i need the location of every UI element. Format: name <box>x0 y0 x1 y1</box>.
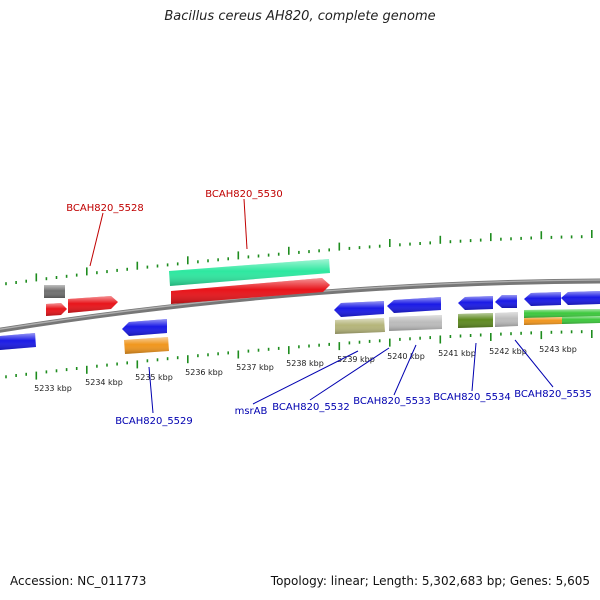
gene-labels: BCAH820_5528 BCAH820_5530 BCAH820_5529 m… <box>66 189 592 427</box>
genes-label: Genes: <box>509 574 552 588</box>
leader-line-5534 <box>471 342 477 392</box>
genes-value: 5,605 <box>555 574 590 588</box>
kbp-label: 5236 kbp <box>185 368 223 377</box>
length-label: Length: <box>372 574 419 588</box>
kbp-label: 5237 kbp <box>236 363 274 372</box>
kbp-label: 5239 kbp <box>337 355 375 364</box>
map-title: Bacillus cereus AH820, complete genome <box>164 9 436 24</box>
kbp-label: 5240 kbp <box>387 352 425 361</box>
kbp-label: 5233 kbp <box>34 384 72 393</box>
leader-line-5532 <box>309 347 390 401</box>
genome-stats: Topology: linear; Length: 5,302,683 bp; … <box>270 574 590 588</box>
top-tick-row <box>5 230 593 286</box>
leader-line-5535 <box>514 339 554 388</box>
gene-label-msrab[interactable]: msrAB <box>235 406 268 417</box>
kbp-label: 5241 kbp <box>438 349 476 358</box>
kbp-label: 5238 kbp <box>286 359 324 368</box>
leader-lines <box>89 198 554 414</box>
kbp-label: 5242 kbp <box>489 347 527 356</box>
gene-label-5535[interactable]: BCAH820_5535 <box>514 389 592 400</box>
gene-label-5532[interactable]: BCAH820_5532 <box>272 402 350 413</box>
top-strand-features <box>44 259 330 316</box>
kbp-labels: 5233 kbp 5234 kbp 5235 kbp 5236 kbp 5237… <box>34 345 577 393</box>
leader-line-5528 <box>89 212 104 267</box>
gene-label-5529[interactable]: BCAH820_5529 <box>115 416 193 427</box>
gene-label-5530[interactable]: BCAH820_5530 <box>205 189 283 200</box>
accession-label: Accession: <box>10 574 74 588</box>
leader-line-5533 <box>393 344 417 396</box>
gene-label-5534[interactable]: BCAH820_5534 <box>433 392 511 403</box>
gene-label-5528[interactable]: BCAH820_5528 <box>66 203 144 214</box>
bottom-tick-row <box>5 330 593 380</box>
leader-line-msrab <box>252 350 359 405</box>
length-value: 5,302,683 bp <box>421 574 502 588</box>
kbp-label: 5234 kbp <box>85 378 123 387</box>
kbp-label: 5235 kbp <box>135 373 173 382</box>
accession-value: NC_011773 <box>77 574 147 588</box>
gene-label-5533[interactable]: BCAH820_5533 <box>353 396 431 407</box>
kbp-label: 5243 kbp <box>539 345 577 354</box>
accession-info: Accession: NC_011773 <box>10 574 146 588</box>
topology-value: linear <box>330 574 365 588</box>
leader-line-5530 <box>243 198 248 250</box>
topology-label: Topology: <box>270 574 327 588</box>
leader-line-5529 <box>148 366 154 414</box>
bottom-strand-features <box>0 291 600 354</box>
genome-backbone <box>0 278 600 333</box>
